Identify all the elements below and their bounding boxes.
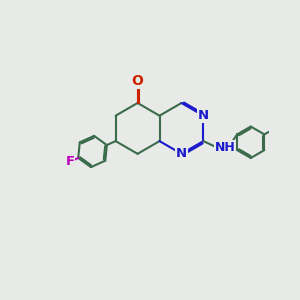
Text: O: O — [132, 74, 143, 88]
Text: N: N — [198, 109, 209, 122]
Text: NH: NH — [215, 141, 236, 154]
Text: F: F — [66, 155, 75, 168]
Text: N: N — [176, 147, 187, 160]
